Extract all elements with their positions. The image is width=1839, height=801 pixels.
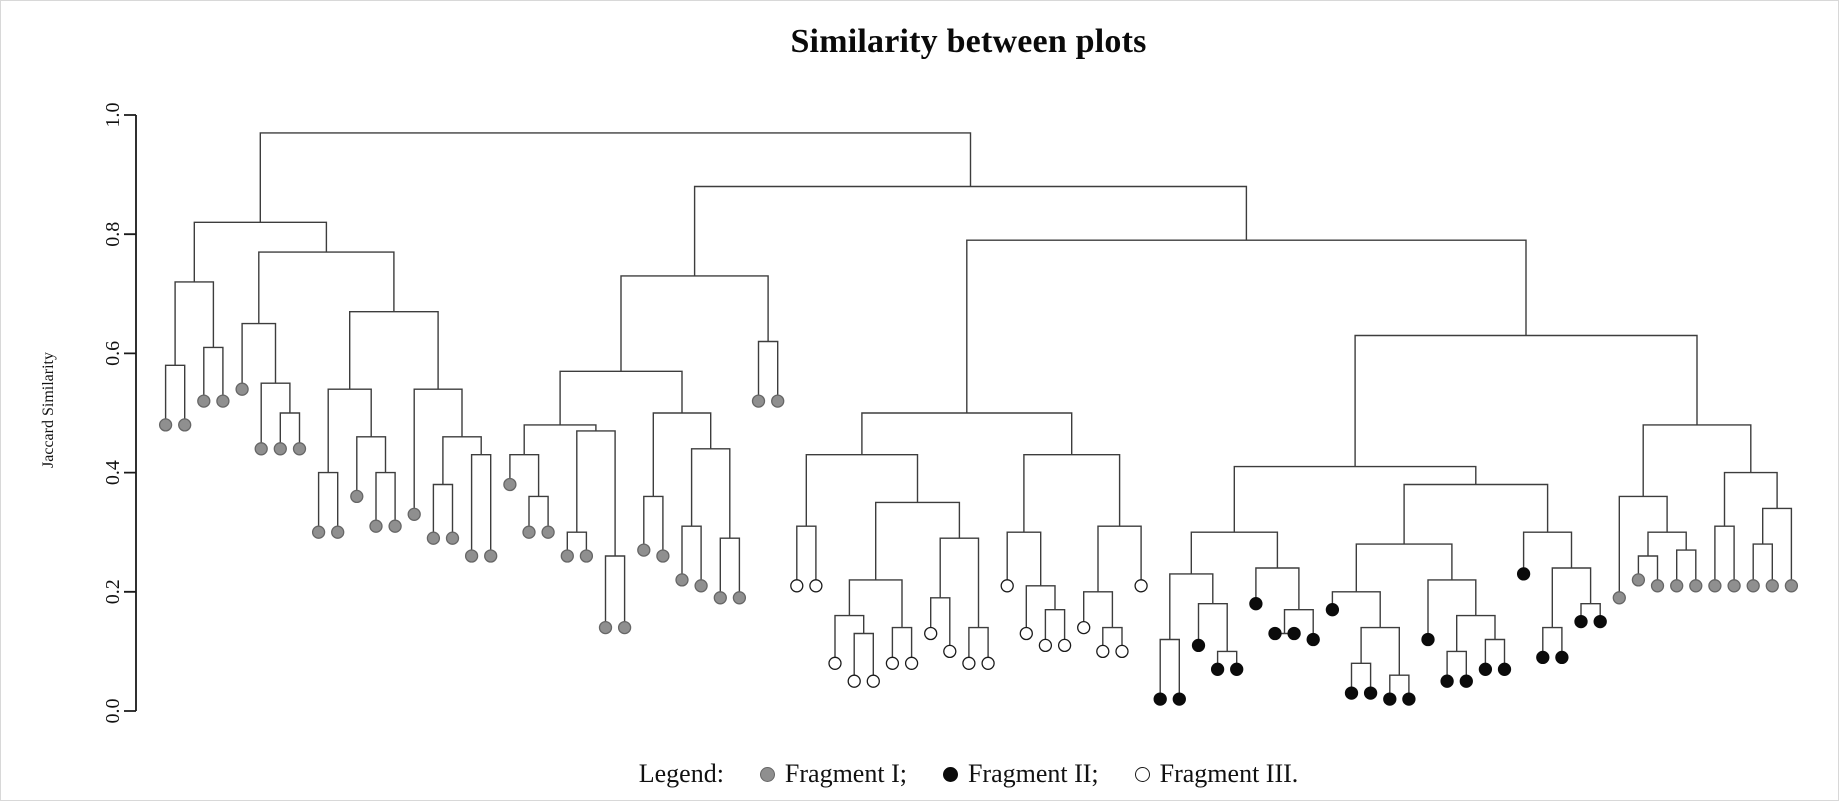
svg-text:0.2: 0.2 xyxy=(102,579,124,604)
legend-item-label: Fragment III. xyxy=(1159,759,1299,788)
fragment-iii-marker-icon xyxy=(1134,766,1150,782)
legend-item-label: Fragment II; xyxy=(967,759,1099,788)
svg-text:0.8: 0.8 xyxy=(102,222,124,247)
fragment-ii-marker-icon xyxy=(942,766,958,782)
svg-text:0.4: 0.4 xyxy=(102,460,124,485)
svg-text:1.0: 1.0 xyxy=(102,103,124,128)
chart-title: Similarity between plots xyxy=(790,23,1147,60)
legend-item-fragment-i: Fragment I; xyxy=(759,759,907,789)
y-axis-label: Jaccard Similarity xyxy=(40,352,57,468)
legend-item-fragment-ii: Fragment II; xyxy=(942,759,1099,789)
legend-item-label: Fragment I; xyxy=(784,759,907,788)
legend: Legend: Fragment I; Fragment II; Fragmen… xyxy=(136,759,1801,789)
svg-text:0.0: 0.0 xyxy=(102,699,124,724)
legend-prefix: Legend: xyxy=(638,759,724,788)
svg-text:0.6: 0.6 xyxy=(102,341,124,366)
legend-item-fragment-iii: Fragment III. xyxy=(1134,759,1299,789)
fragment-i-marker-icon xyxy=(759,766,775,782)
